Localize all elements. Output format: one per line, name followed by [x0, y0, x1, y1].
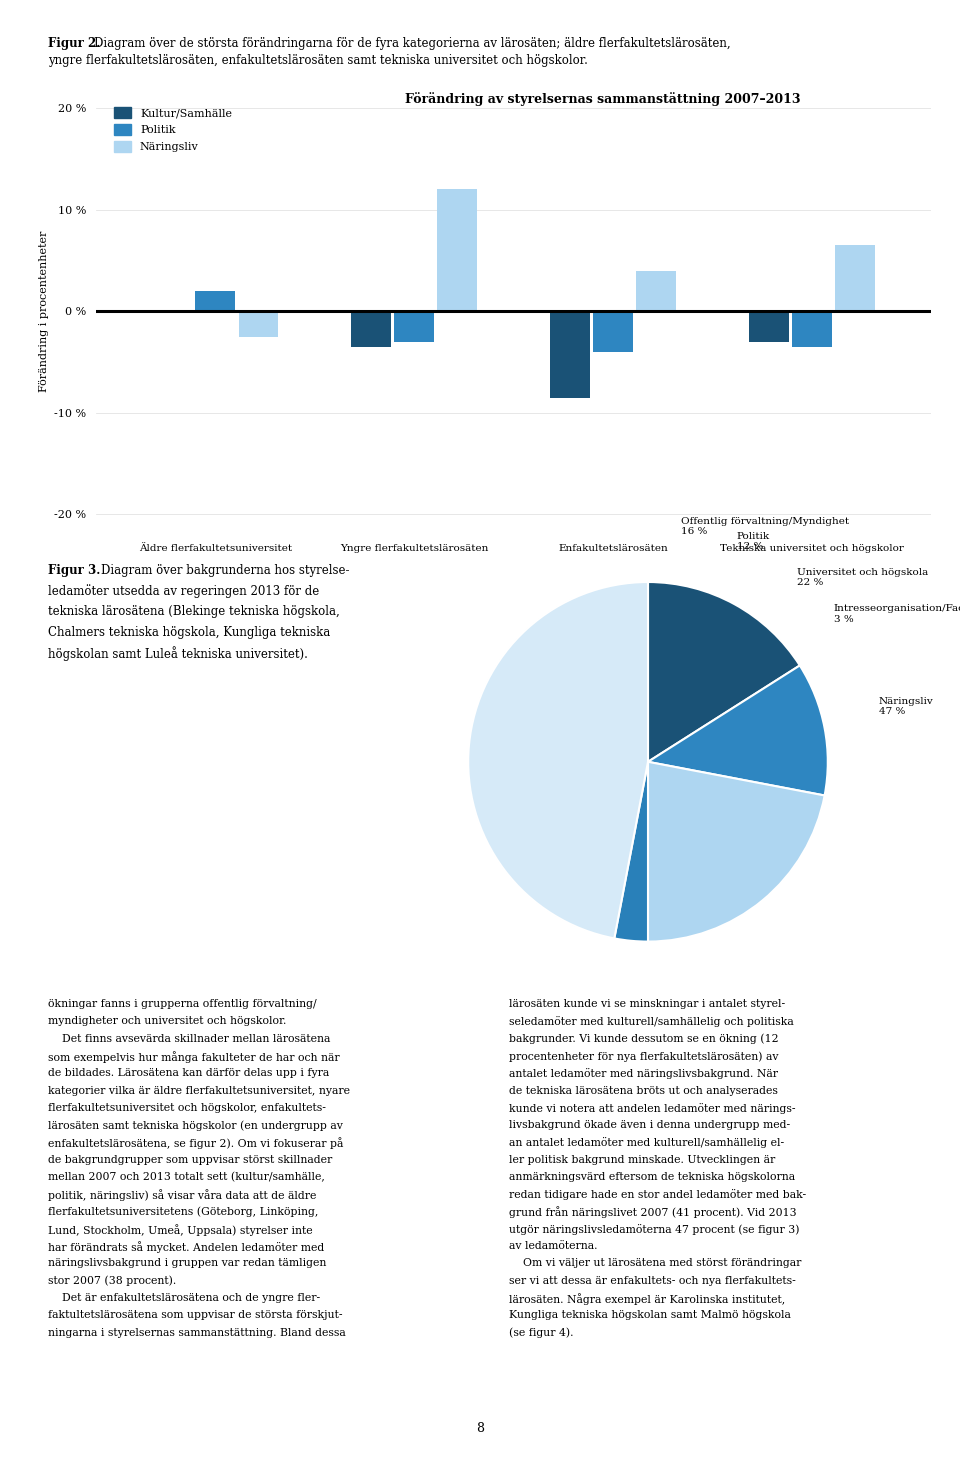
- Text: Lund, Stockholm, Umeå, Uppsala) styrelser inte: Lund, Stockholm, Umeå, Uppsala) styrelse…: [48, 1223, 313, 1235]
- Text: myndigheter och universitet och högskolor.: myndigheter och universitet och högskolo…: [48, 1017, 286, 1027]
- Bar: [792, 312, 831, 347]
- Text: Diagram över bakgrunderna hos styrelse-: Diagram över bakgrunderna hos styrelse-: [101, 564, 349, 577]
- Wedge shape: [648, 762, 825, 942]
- Text: procentenheter för nya flerfakultetslärosäten) av: procentenheter för nya flerfakultetsläro…: [509, 1050, 779, 1062]
- Text: Offentlig förvaltning/Myndighet
16 %: Offentlig förvaltning/Myndighet 16 %: [681, 517, 850, 536]
- Text: politik, näringsliv) så visar våra data att de äldre: politik, näringsliv) så visar våra data …: [48, 1190, 317, 1201]
- Bar: [749, 312, 788, 341]
- Text: Universitet och högskola
22 %: Universitet och högskola 22 %: [798, 567, 928, 587]
- Bar: [550, 312, 589, 397]
- Text: Om vi väljer ut lärosätena med störst förändringar: Om vi väljer ut lärosätena med störst fö…: [509, 1258, 802, 1269]
- Text: grund från näringslivet 2007 (41 procent). Vid 2013: grund från näringslivet 2007 (41 procent…: [509, 1207, 797, 1219]
- Wedge shape: [648, 665, 828, 795]
- Bar: [351, 312, 391, 347]
- Text: Intresseorganisation/Fackförening
3 %: Intresseorganisation/Fackförening 3 %: [833, 605, 960, 624]
- Text: flerfakultetsuniversitet och högskolor, enfakultets-: flerfakultetsuniversitet och högskolor, …: [48, 1103, 325, 1113]
- Text: näringslivsbakgrund i gruppen var redan tämligen: näringslivsbakgrund i gruppen var redan …: [48, 1258, 326, 1269]
- Bar: [593, 312, 633, 352]
- Text: seledamöter med kulturell/samhällelig och politiska: seledamöter med kulturell/samhällelig o…: [509, 1017, 794, 1027]
- Legend: Kultur/Samhälle, Politik, Näringsliv: Kultur/Samhälle, Politik, Näringsliv: [109, 103, 236, 157]
- Text: livsbakgrund ökade även i denna undergrupp med-: livsbakgrund ökade även i denna undergru…: [509, 1121, 790, 1130]
- Text: (se figur 4).: (se figur 4).: [509, 1327, 573, 1338]
- Text: yngre flerfakultetslärosäten, enfakultetslärosäten samt tekniska universitet och: yngre flerfakultetslärosäten, enfakultet…: [48, 54, 588, 67]
- Text: de tekniska lärosätena bröts ut och analyserades: de tekniska lärosätena bröts ut och anal…: [509, 1086, 778, 1096]
- Text: an antalet ledamöter med kulturell/samhällelig el-: an antalet ledamöter med kulturell/samh…: [509, 1137, 784, 1149]
- Text: som exempelvis hur många fakulteter de har och när: som exempelvis hur många fakulteter de h…: [48, 1050, 340, 1062]
- Text: har förändrats så mycket. Andelen ledamöter med: har förändrats så mycket. Andelen ledamo…: [48, 1241, 324, 1253]
- Text: lärosäten samt tekniska högskolor (en undergrupp av: lärosäten samt tekniska högskolor (en un…: [48, 1121, 343, 1131]
- Text: Det är enfakultetslärosätena och de yngre fler-: Det är enfakultetslärosätena och de yngr…: [48, 1294, 320, 1302]
- Text: antalet ledamöter med näringslivsbakgrund. När: antalet ledamöter med näringslivsbakgru…: [509, 1068, 778, 1080]
- Text: Förändring av styrelsernas sammanstättning 2007–2013: Förändring av styrelsernas sammanstättni…: [405, 92, 801, 107]
- Bar: [835, 245, 875, 312]
- Text: kunde vi notera att andelen ledamöter med närings-: kunde vi notera att andelen ledamöter m…: [509, 1103, 795, 1113]
- Bar: [395, 312, 434, 341]
- Text: anmärkningsvärd eftersom de tekniska högskolorna: anmärkningsvärd eftersom de tekniska hög…: [509, 1172, 795, 1182]
- Text: högskolan samt Luleå tekniska universitet).: högskolan samt Luleå tekniska universite…: [48, 646, 308, 661]
- Text: lärosäten kunde vi se minskningar i antalet styrel-: lärosäten kunde vi se minskningar i anta…: [509, 999, 785, 1009]
- Wedge shape: [648, 582, 800, 762]
- Wedge shape: [468, 582, 648, 939]
- Text: redan tidigare hade en stor andel ledamöter med bak-: redan tidigare hade en stor andel ledamo…: [509, 1190, 806, 1200]
- Text: Chalmers tekniska högskola, Kungliga tekniska: Chalmers tekniska högskola, Kungliga tek…: [48, 626, 330, 639]
- Text: lärosäten. Några exempel är Karolinska institutet,: lärosäten. Några exempel är Karolinska i…: [509, 1294, 785, 1305]
- Text: av ledamöterna.: av ledamöterna.: [509, 1241, 597, 1251]
- Text: tekniska lärosätena (Blekinge tekniska högskola,: tekniska lärosätena (Blekinge tekniska h…: [48, 605, 340, 618]
- Text: ökningar fanns i grupperna offentlig förvaltning/: ökningar fanns i grupperna offentlig för…: [48, 999, 317, 1009]
- Text: Diagram över de största förändringarna för de fyra kategorierna av lärosäten; äl: Diagram över de största förändringarna f…: [94, 37, 731, 50]
- Text: ningarna i styrelsernas sammanstättning. Bland dessa: ningarna i styrelsernas sammanstättning.…: [48, 1327, 346, 1338]
- Text: Kungliga tekniska högskolan samt Malmö högskola: Kungliga tekniska högskolan samt Malmö h…: [509, 1310, 791, 1320]
- Wedge shape: [614, 762, 648, 942]
- Text: mellan 2007 och 2013 totalt sett (kultur/samhälle,: mellan 2007 och 2013 totalt sett (kultur…: [48, 1172, 324, 1182]
- Text: faktultetslärosätena som uppvisar de största förskjut-: faktultetslärosätena som uppvisar de stö…: [48, 1310, 343, 1320]
- Text: ser vi att dessa är enfakultets- och nya flerfakultets-: ser vi att dessa är enfakultets- och nya…: [509, 1276, 796, 1286]
- Bar: [636, 271, 676, 312]
- Bar: [196, 292, 235, 312]
- Text: de bildades. Lärosätena kan därför delas upp i fyra: de bildades. Lärosätena kan därför delas…: [48, 1068, 329, 1078]
- Text: Figur 3.: Figur 3.: [48, 564, 101, 577]
- Text: Politik
12 %: Politik 12 %: [737, 532, 770, 551]
- Text: utgör näringslivsledamöterna 47 procent (se figur 3): utgör näringslivsledamöterna 47 procent…: [509, 1223, 800, 1235]
- Text: ler politisk bakgrund minskade. Utvecklingen är: ler politisk bakgrund minskade. Utveckli…: [509, 1154, 775, 1165]
- Text: kategorier vilka är äldre flerfakultetsuniversitet, nyare: kategorier vilka är äldre flerfakultetsu…: [48, 1086, 350, 1096]
- Text: Näringsliv
47 %: Näringsliv 47 %: [878, 697, 933, 716]
- Text: Figur 2.: Figur 2.: [48, 37, 101, 50]
- Text: 8: 8: [476, 1423, 484, 1434]
- Y-axis label: Förändring i procentenheter: Förändring i procentenheter: [38, 230, 49, 393]
- Text: ledamöter utsedda av regeringen 2013 för de: ledamöter utsedda av regeringen 2013 fö…: [48, 585, 320, 598]
- Text: stor 2007 (38 procent).: stor 2007 (38 procent).: [48, 1276, 177, 1286]
- Bar: [239, 312, 278, 337]
- Text: Det finns avsevärda skillnader mellan lärosätena: Det finns avsevärda skillnader mellan lä…: [48, 1034, 330, 1043]
- Bar: [438, 189, 477, 312]
- Text: flerfakultetsuniversitetens (Göteborg, Linköping,: flerfakultetsuniversitetens (Göteborg, L…: [48, 1207, 319, 1217]
- Text: bakgrunder. Vi kunde dessutom se en ökning (12: bakgrunder. Vi kunde dessutom se en ökni…: [509, 1034, 779, 1045]
- Text: enfakultetslärosätena, se figur 2). Om vi fokuserar på: enfakultetslärosätena, se figur 2). Om v…: [48, 1137, 344, 1149]
- Text: de bakgrundgrupper som uppvisar störst skillnader: de bakgrundgrupper som uppvisar störst s…: [48, 1154, 332, 1165]
